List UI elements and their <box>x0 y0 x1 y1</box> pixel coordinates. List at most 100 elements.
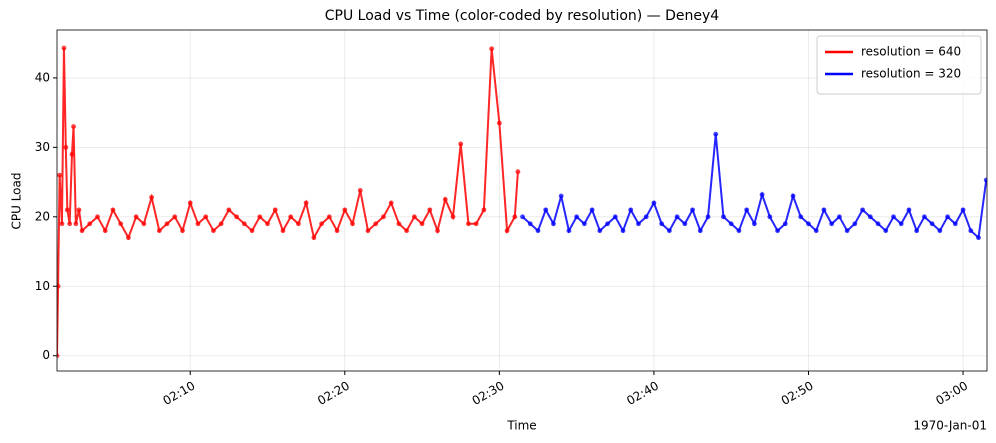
y-axis-label: CPU Load <box>10 173 24 230</box>
line <box>57 48 519 356</box>
point <box>721 214 726 220</box>
point <box>728 221 734 227</box>
legend-label: resolution = 640 <box>861 45 961 59</box>
point <box>342 207 348 213</box>
point <box>983 177 987 183</box>
point <box>419 221 425 227</box>
point <box>133 214 139 220</box>
x-axis-label: Time <box>506 419 536 433</box>
point <box>976 235 981 241</box>
x-tick-label: 02:30 <box>470 379 507 408</box>
point <box>674 214 680 220</box>
point <box>64 207 70 213</box>
point <box>952 221 958 227</box>
plot-frame <box>56 29 988 372</box>
point <box>659 221 665 227</box>
point <box>388 200 394 206</box>
point <box>527 221 533 227</box>
point <box>63 144 69 150</box>
point <box>666 228 672 234</box>
y-tick-label: 0 <box>42 348 50 362</box>
point <box>875 221 881 227</box>
point <box>867 214 873 220</box>
point <box>697 228 703 234</box>
y-tick-label: 40 <box>35 70 50 84</box>
point <box>473 221 479 227</box>
point <box>759 192 765 197</box>
x-tick-label: 02:40 <box>624 379 661 408</box>
point <box>512 214 518 220</box>
point <box>558 193 564 199</box>
point <box>187 200 193 206</box>
point <box>883 228 889 234</box>
point <box>149 194 154 200</box>
point <box>373 221 379 227</box>
point <box>782 221 788 227</box>
point <box>118 221 124 227</box>
point <box>95 214 100 220</box>
point <box>489 46 495 52</box>
point <box>396 221 402 227</box>
point <box>350 221 355 227</box>
chart-title: CPU Load vs Time (color-coded by resolut… <box>325 8 720 24</box>
point <box>515 169 521 175</box>
y-tick-label: 10 <box>35 279 50 293</box>
point <box>937 228 943 234</box>
point <box>775 228 780 234</box>
point <box>156 228 162 234</box>
point <box>435 228 440 234</box>
point <box>481 207 487 213</box>
point <box>218 221 224 227</box>
point <box>427 207 433 213</box>
point <box>357 188 363 193</box>
point <box>589 207 595 213</box>
point <box>605 221 610 227</box>
point <box>211 228 216 234</box>
point <box>442 197 448 202</box>
point <box>172 214 178 220</box>
point <box>751 221 757 227</box>
y-tick-label: 20 <box>35 209 50 223</box>
point <box>922 214 927 220</box>
point <box>226 207 232 213</box>
point <box>651 200 657 206</box>
point <box>852 221 858 227</box>
point <box>566 228 572 234</box>
point <box>790 193 796 199</box>
point <box>141 221 147 227</box>
point <box>288 214 294 220</box>
point <box>806 221 811 227</box>
point <box>404 228 410 234</box>
point <box>180 228 185 234</box>
x-tick-label: 03:00 <box>933 379 970 408</box>
point <box>767 214 773 220</box>
point <box>574 214 580 220</box>
point <box>929 221 935 227</box>
point <box>79 228 85 234</box>
point <box>365 228 371 234</box>
x-tick-label: 02:50 <box>779 379 816 408</box>
point <box>110 207 116 213</box>
point <box>836 214 842 220</box>
point <box>860 207 865 213</box>
point <box>643 214 649 220</box>
point <box>736 228 742 234</box>
legend-label: resolution = 320 <box>861 67 961 81</box>
point <box>945 214 950 220</box>
point <box>241 221 247 227</box>
point <box>249 228 255 234</box>
point <box>813 228 819 234</box>
point <box>906 207 912 213</box>
point <box>450 214 456 220</box>
x-tick-label: 02:10 <box>161 379 198 408</box>
point <box>960 207 966 213</box>
point <box>61 45 67 51</box>
point <box>551 221 556 227</box>
point <box>164 221 170 227</box>
point <box>69 151 75 157</box>
x-offset-label: 1970-Jan-01 <box>913 419 987 433</box>
point <box>891 214 896 220</box>
point <box>628 207 634 213</box>
point <box>705 214 711 220</box>
point <box>535 228 541 234</box>
